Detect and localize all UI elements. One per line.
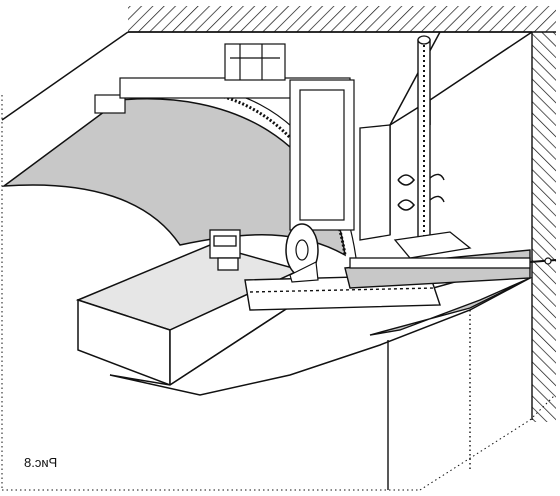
lower-wall-block [387, 310, 471, 490]
figure-caption: Рис.8 [24, 455, 58, 470]
ceiling-hatch [128, 6, 556, 33]
wall-hatch [531, 32, 556, 422]
fan-disc [285, 223, 319, 283]
horizontal-rail [349, 257, 557, 269]
frame-stack [94, 43, 355, 231]
inlet-box [209, 229, 241, 271]
back-wall [359, 124, 391, 241]
vertical-rod [393, 35, 472, 259]
room-dotted-edges [1, 95, 556, 491]
